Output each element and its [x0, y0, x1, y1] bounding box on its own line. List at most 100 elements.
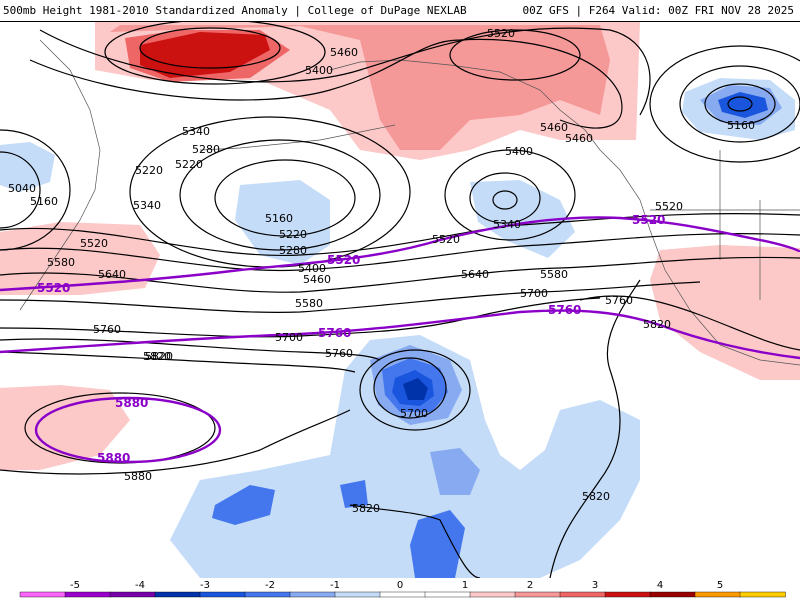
positive-anomaly-east: [650, 245, 800, 380]
reference-contour-5880: [34, 396, 222, 464]
negative-blob-b: [340, 480, 368, 508]
colorbar-swatch: [334, 591, 381, 598]
label-5280-west: 5280: [192, 143, 220, 156]
label-5700-east: 5700: [520, 287, 548, 300]
contour-low-south-2: [359, 349, 471, 431]
north-america-west-coast: [619, 169, 800, 366]
label-5160-low: 5160: [265, 212, 293, 225]
colorbar-swatch: [514, 591, 561, 598]
label-5760-east: 5760: [605, 294, 633, 307]
label-5700-low: 5700: [400, 407, 428, 420]
colorbar-swatch: [739, 591, 786, 598]
model-run-info: 00Z GFS | F264 Valid: 00Z FRI NOV 28 202…: [522, 4, 794, 17]
colorbar-swatch: [649, 591, 696, 598]
colorbar-swatches: [19, 591, 786, 598]
negative-anomaly-central: [235, 180, 330, 265]
contour-low-alaska: [449, 29, 581, 81]
reference-contour-5520: [0, 216, 800, 292]
height-contour-labels: 5520 5460 5400 5340 5280 5220 5220 5040 …: [8, 27, 755, 515]
label-5400-north: 5400: [305, 64, 333, 77]
reference-contour-5760: [0, 309, 800, 360]
colorbar-swatch: [64, 591, 111, 598]
colorbar-swatch: [559, 591, 606, 598]
label-5460-mid: 5460: [303, 273, 331, 286]
colorbar-tick-0: 0: [397, 580, 403, 591]
label-5220-west: 5220: [135, 164, 163, 177]
contour-5820-west: [0, 351, 356, 373]
anomaly-colorbar: -5 -4 -3 -2 -1 0 1 2 3 4 5: [19, 580, 786, 598]
ref-label-5520-mid: 5520: [327, 253, 360, 267]
colorbar-swatch: [469, 591, 516, 598]
colorbar-swatch: [199, 591, 246, 598]
negative-anomaly-gulf: [470, 180, 575, 258]
coastlines: [19, 39, 800, 366]
label-5820-west: 5820: [143, 350, 171, 363]
colorbar-tick-minus5: -5: [70, 580, 80, 591]
label-5040-edge: 5040: [8, 182, 36, 195]
label-5220-west-b: 5220: [175, 158, 203, 171]
ref-label-5520-east: 5520: [632, 213, 665, 227]
map-title: 500mb Height 1981-2010 Standardized Anom…: [3, 4, 467, 17]
colorbar-tick-1: 1: [462, 580, 468, 591]
label-5460-bc-b: 5460: [565, 132, 593, 145]
label-5820-east: 5820: [643, 318, 671, 331]
contour-5820-east: [549, 279, 641, 578]
ref-label-5880-top: 5880: [115, 396, 148, 410]
map-panel: 5520 5460 5400 5340 5280 5220 5220 5040 …: [0, 22, 800, 578]
label-5700-mid: 5700: [275, 331, 303, 344]
label-5280-low: 5280: [279, 244, 307, 257]
contour-5760-east: [579, 295, 800, 351]
label-5820-south-b: 5820: [582, 490, 610, 503]
label-5520-alaska: 5520: [487, 27, 515, 40]
colorbar-ticks: -5 -4 -3 -2 -1 0 1 2 3 4 5: [70, 580, 723, 591]
ref-label-5880-bottom: 5880: [97, 451, 130, 465]
ref-label-5520-west: 5520: [37, 281, 70, 295]
colorbar-swatch: [694, 591, 741, 598]
contour-low-gulf-2: [469, 172, 541, 224]
contour-low-edge-1: [0, 151, 41, 229]
contour-5820-south: [349, 504, 481, 578]
contour-low-northeast-1: [727, 96, 753, 112]
contour-wave-5: [0, 297, 601, 338]
contour-low-west-2: [179, 139, 381, 251]
colorbar-tick-minus1: -1: [330, 580, 340, 591]
colorbar-tick-minus3: -3: [200, 580, 210, 591]
label-5460-north: 5460: [330, 46, 358, 59]
label-5160-east: 5160: [727, 119, 755, 132]
label-5220-low: 5220: [279, 228, 307, 241]
contour-wave-4: [0, 281, 701, 313]
colorbar-swatch: [109, 591, 156, 598]
label-5580-west: 5580: [47, 256, 75, 269]
positive-anomaly-west: [0, 222, 160, 295]
negative-blob-d: [430, 448, 480, 495]
contour-low-edge-2: [0, 129, 71, 251]
label-5640-west: 5640: [98, 268, 126, 281]
label-5340-west: 5340: [182, 125, 210, 138]
kamchatka-coastline: [19, 39, 101, 311]
label-5160-edge: 5160: [30, 195, 58, 208]
label-5760-west: 5760: [93, 323, 121, 336]
label-5640-mid: 5640: [461, 268, 489, 281]
colorbar-tick-2: 2: [527, 580, 533, 591]
label-5880-west: 5880: [124, 470, 152, 483]
label-5820-mid: 5820: [145, 350, 173, 363]
negative-anomaly-low-center: [403, 378, 428, 400]
label-5760-mid: 5760: [325, 347, 353, 360]
label-5340-edge: 5340: [133, 199, 161, 212]
contour-wave-2: [0, 233, 800, 272]
colorbar-tick-minus4: -4: [135, 580, 145, 591]
canada-borders: [650, 150, 800, 300]
label-5520-west: 5520: [80, 237, 108, 250]
positive-anomaly-southwest: [0, 385, 130, 470]
ref-label-5760-east: 5760: [548, 303, 581, 317]
contour-5880-south: [0, 409, 351, 475]
aleutian-chain: [199, 124, 396, 151]
contour-low-gulf-3: [444, 149, 576, 241]
colorbar-swatch: [604, 591, 651, 598]
contour-low-northeast-4: [649, 45, 800, 163]
reference-contour-labels: 5520 5520 5520 5760 5760 5880 5880: [37, 213, 665, 465]
label-5340-gulf: 5340: [493, 218, 521, 231]
colorbar-tick-4: 4: [657, 580, 663, 591]
label-5580-mid: 5580: [295, 297, 323, 310]
colorbar-swatch: [379, 591, 426, 598]
